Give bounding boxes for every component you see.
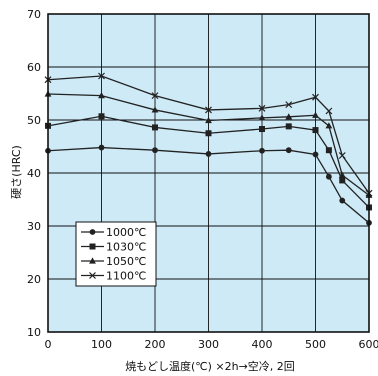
y-tick-label: 50 (27, 114, 41, 127)
data-point (312, 93, 319, 101)
series-line (47, 115, 370, 208)
y-tick-label: 20 (27, 273, 41, 286)
tick-labels: 0 100 200 300 400 500 600 10 20 30 40 50 60 70 (27, 8, 378, 351)
data-point (205, 116, 212, 124)
legend-entry: 1100℃ (106, 270, 146, 283)
data-point (98, 92, 105, 99)
x-tick-label: 500 (305, 338, 326, 351)
y-tick-label: 40 (27, 167, 41, 180)
y-tick-label: 70 (27, 8, 41, 21)
data-point (312, 151, 319, 158)
data-point (151, 92, 159, 100)
data-point (152, 147, 158, 154)
x-tick-label: 200 (145, 338, 166, 351)
data-point (285, 147, 292, 154)
data-point (325, 122, 333, 129)
legend-entry: 1000℃ (106, 226, 146, 239)
legend-marker (89, 272, 96, 279)
legend-entry: 1050℃ (106, 255, 146, 268)
data-point (205, 130, 212, 137)
y-tick-label: 60 (27, 61, 41, 74)
data-point (285, 113, 293, 120)
data-point (312, 111, 319, 118)
data-point (98, 113, 105, 120)
data-point (285, 123, 292, 130)
data-point (325, 107, 333, 115)
data-point (151, 106, 159, 113)
series-line (47, 146, 370, 224)
data-point (312, 127, 319, 134)
data-point (325, 173, 332, 180)
legend-marker (89, 243, 96, 250)
y-axis-label: 硬さ(HRC) (10, 145, 23, 199)
data-point (338, 171, 346, 178)
series-lines (47, 75, 370, 224)
data-point (338, 152, 346, 159)
data-point (258, 114, 266, 121)
data-point (98, 144, 105, 151)
x-tick-label: 100 (91, 338, 112, 351)
x-tick-label: 600 (359, 338, 378, 351)
data-point (205, 106, 212, 114)
data-point (258, 104, 266, 112)
data-point (98, 72, 105, 80)
data-point (339, 197, 346, 204)
data-point (325, 147, 332, 154)
legend-entry: 1030℃ (106, 241, 146, 254)
data-point (259, 147, 265, 154)
x-tick-label: 400 (252, 338, 273, 351)
data-point (339, 177, 346, 184)
y-tick-label: 10 (27, 326, 41, 339)
data-point (152, 124, 158, 131)
y-tick-label: 30 (27, 220, 41, 233)
x-tick-label: 300 (198, 338, 219, 351)
legend-marker (89, 229, 96, 235)
data-point (205, 151, 212, 157)
series-line (47, 75, 370, 194)
x-tick-label: 0 (45, 338, 52, 351)
legend-marker (89, 257, 96, 264)
x-axis-label: 焼もどし温度(℃) ×2h→空冷, 2回 (125, 359, 295, 373)
series-line (47, 93, 370, 196)
data-point (259, 126, 265, 133)
plot-frame (47, 13, 370, 333)
data-point (285, 101, 293, 109)
